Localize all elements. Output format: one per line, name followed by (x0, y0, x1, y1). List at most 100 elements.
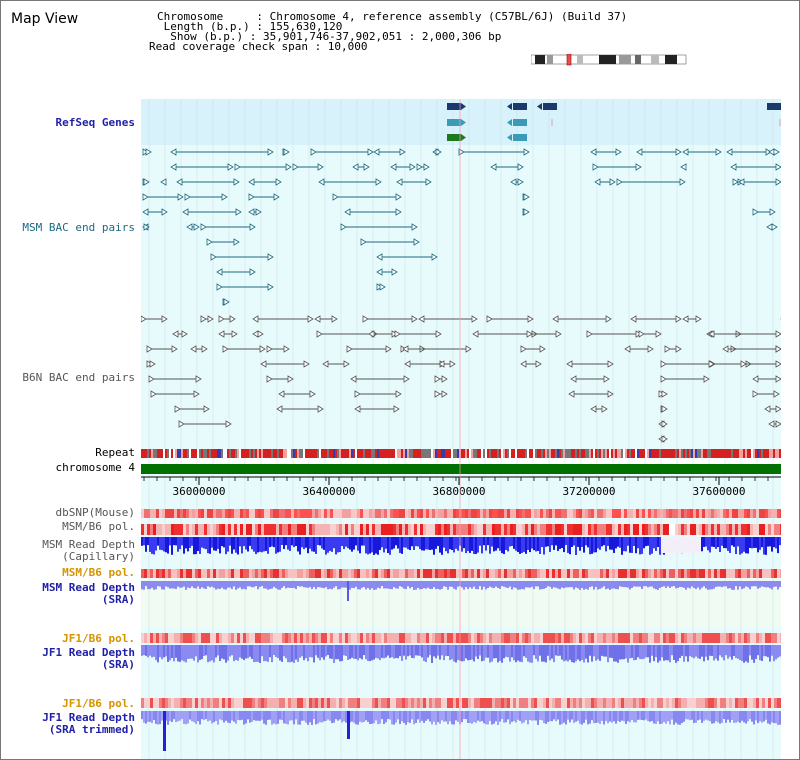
b6n-bac-pair-end (218, 315, 225, 323)
b6n-bac-pair-end (660, 360, 667, 368)
b6n-bac-pair-end (740, 360, 747, 368)
b6n-bac-pair-end (314, 315, 321, 323)
msm-bac-pair-end (216, 283, 223, 291)
b6n-bac-pair-end (276, 405, 283, 413)
msm-bac-pair-end (413, 238, 420, 246)
b6n-bac-pair-end (441, 375, 448, 383)
b6n-bac-pair-end (278, 390, 285, 398)
gene-block (447, 134, 461, 141)
b6n-bac-pair-end (539, 345, 546, 353)
b6n-bac-pair-end (259, 345, 266, 353)
gene-arrow-right (461, 134, 466, 141)
msm-bac-pair-end (310, 148, 317, 156)
b6n-bac-pair-end (775, 360, 781, 368)
refseq-genes-track[interactable] (447, 103, 781, 141)
b6n-bac-pair-end (200, 315, 207, 323)
b6n-bac-pair-end (703, 375, 710, 383)
msm-bac-pair-end (340, 223, 347, 231)
msm-bac-pair-end (379, 283, 386, 291)
chromosome-track (141, 464, 781, 474)
msm-bac-track[interactable] (142, 148, 781, 306)
b6n-bac-pair-end (661, 390, 668, 398)
msm-bac-pair-end (317, 163, 324, 171)
b6n-bac-pair-end (402, 345, 409, 353)
msm-bac-pair-end (234, 163, 241, 171)
gene-block (767, 103, 781, 110)
msm-bac-pair-end (373, 148, 380, 156)
msm-bac-pair-end (423, 163, 430, 171)
b6n-bac-pair-end (570, 375, 577, 383)
msm-bac-pair-end (184, 193, 191, 201)
b6n-bac-pair-end (675, 315, 682, 323)
msm-bac-pair-end (170, 163, 177, 171)
msm-bac-pair-end (292, 163, 299, 171)
msm-bac-pair-end (176, 178, 183, 186)
msm-bac-pair-end (773, 148, 780, 156)
axis-tick-label: 37200000 (563, 485, 616, 498)
msm-bac-pair-end (170, 148, 177, 156)
b6n-bac-pair-end (527, 315, 534, 323)
msm-bac-pair-end (233, 178, 240, 186)
b6n-bac-pair-end (283, 345, 290, 353)
map-title: Map View (11, 11, 79, 27)
b6n-bac-pair-end (434, 390, 441, 398)
msm-bac-pair-end (425, 178, 432, 186)
b6n-bac-track[interactable] (141, 315, 781, 443)
msm-bac-pair-end (715, 148, 722, 156)
track-label-msm-pol-2: MSM/B6 pol. (62, 566, 135, 579)
b6n-bac-pair-end (172, 330, 179, 338)
b6n-bac-pair-end (441, 390, 448, 398)
track-label-msm-bac: MSM BAC end pairs (22, 221, 135, 234)
msm-bac-pair-end (142, 148, 149, 156)
msm-bac-pair-end (248, 208, 255, 216)
msm-bac-pair-end (177, 193, 184, 201)
msm-bac-pair-end (360, 238, 367, 246)
msm-bac-pair-end (249, 223, 256, 231)
gene-arrow-left (537, 103, 542, 110)
b6n-bac-pair-end (149, 360, 156, 368)
repeat-track[interactable] (141, 449, 781, 458)
b6n-bac-pair-end (394, 330, 401, 338)
track-label-dbsnp: dbSNP(Mouse) (55, 506, 135, 519)
gene-block (513, 103, 527, 110)
b6n-bac-pair-end (171, 345, 178, 353)
b6n-bac-pair-end (552, 315, 559, 323)
msm-bac-pair-end (142, 193, 149, 201)
msm-bac-pair-end (769, 208, 776, 216)
b6n-bac-pair-end (146, 360, 153, 368)
msm-bac-pair-end (285, 163, 292, 171)
bac-background (141, 145, 781, 449)
msm-bac-pair-end (352, 163, 359, 171)
msm-bac-pair-end (616, 178, 623, 186)
b6n-bac-pair-end (354, 390, 361, 398)
b6n-bac-pair-end (647, 345, 654, 353)
b6n-bac-pair-end (303, 360, 310, 368)
b6n-bac-pair-end (764, 405, 771, 413)
genome-browser-plot[interactable]: 36000000 36400000 36800000 37200000 37600000 (141, 99, 781, 759)
msm-bac-pair-end (216, 268, 223, 276)
track-label-jf1-pol-2: JF1/B6 pol. (62, 697, 135, 710)
axis-tick-label: 37600000 (693, 485, 746, 498)
b6n-bac-pair-end (229, 315, 236, 323)
b6n-bac-pair-end (393, 405, 400, 413)
b6n-bac-pair-end (722, 345, 729, 353)
b6n-bac-pair-end (193, 390, 200, 398)
b6n-bac-pair-end (161, 315, 168, 323)
b6n-bac-pair-end (418, 315, 425, 323)
b6n-bac-pair-end (535, 360, 542, 368)
b6n-bac-pair-end (590, 405, 597, 413)
b6n-bac-pair-end (174, 405, 181, 413)
msm-bac-pair-end (775, 163, 781, 171)
b6n-bac-pair-end (252, 315, 259, 323)
b6n-bac-pair-end (675, 345, 682, 353)
chromosome-ideogram[interactable] (531, 54, 687, 66)
gene-block (447, 103, 461, 110)
msm-bac-pair-end (145, 148, 152, 156)
track-label-refseq: RefSeq Genes (55, 116, 135, 129)
gene-arrow-right (461, 103, 466, 110)
track-label-jf1-depth-sra-sub: (SRA) (101, 658, 135, 671)
gene-arrow-left (507, 119, 512, 126)
track-label-msm-depth-sra: MSM Read Depth (42, 581, 135, 594)
msm-bac-pair-end (636, 148, 643, 156)
